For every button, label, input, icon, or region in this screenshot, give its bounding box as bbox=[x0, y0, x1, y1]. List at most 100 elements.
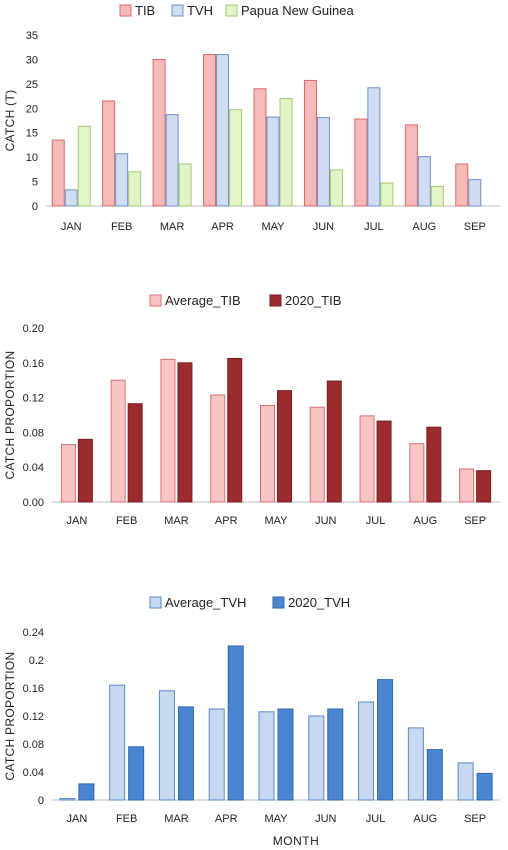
bar-tvh-jul bbox=[367, 87, 381, 207]
x-axis-label: MONTH bbox=[273, 834, 320, 848]
x-tick-label: SEP bbox=[464, 515, 486, 527]
bar-2020-tvh-feb bbox=[128, 746, 145, 801]
bar-average-tvh-sep bbox=[457, 762, 474, 801]
bar-average-tib-jul bbox=[359, 415, 375, 503]
bar-papua-new-guinea-feb bbox=[128, 171, 142, 207]
bar-tib-apr bbox=[203, 54, 217, 207]
bar-average-tvh-may bbox=[258, 711, 275, 801]
bar-papua-new-guinea-aug bbox=[430, 185, 444, 207]
bar-tib-aug bbox=[404, 124, 418, 207]
legend-label: Average_TVH bbox=[165, 595, 246, 610]
bar-average-tvh-aug bbox=[407, 727, 424, 801]
bar-papua-new-guinea-jul bbox=[380, 182, 394, 207]
legend-label: Papua New Guinea bbox=[241, 3, 355, 18]
bar-2020-tvh-may bbox=[277, 708, 294, 801]
bar-papua-new-guinea-jun bbox=[329, 169, 343, 207]
x-tick-label: APR bbox=[211, 221, 234, 233]
x-tick-label: JUN bbox=[315, 515, 336, 527]
bar-papua-new-guinea-jan bbox=[77, 125, 91, 207]
legend-swatch bbox=[225, 4, 238, 17]
bar-2020-tib-sep bbox=[476, 470, 492, 503]
chart-1: 0 5 10 15 20 25 30 35 JAN FEB MAR APR MAY JUN JUL AUG SE… bbox=[3, 3, 500, 233]
bar-papua-new-guinea-mar bbox=[178, 163, 192, 207]
x-tick-label: SEP bbox=[464, 813, 486, 825]
legend-swatch bbox=[272, 596, 285, 609]
bar-tib-jul bbox=[354, 118, 368, 207]
y-tick-label: 0.16 bbox=[23, 683, 44, 695]
bar-2020-tvh-sep bbox=[476, 772, 493, 801]
legend-swatch bbox=[119, 4, 132, 17]
bar-tib-jun bbox=[303, 79, 317, 207]
x-tick-label: AUG bbox=[413, 813, 437, 825]
x-tick-label: APR bbox=[215, 813, 238, 825]
bar-average-tib-may bbox=[260, 404, 275, 503]
x-tick-label: MAR bbox=[164, 515, 189, 527]
bar-2020-tvh-mar bbox=[177, 706, 194, 801]
y-tick-label: 0.04 bbox=[23, 462, 44, 474]
bar-average-tib-apr bbox=[210, 394, 226, 503]
bar-tvh-feb bbox=[115, 153, 129, 207]
bar-2020-tvh-jul bbox=[377, 679, 394, 801]
x-tick-label: MAR bbox=[160, 221, 185, 233]
chart-2: 0.00 0.04 0.08 0.12 0.16 0.20 JAN FEB MAR APR MAY J… bbox=[3, 293, 500, 527]
bar-2020-tib-aug bbox=[426, 426, 442, 503]
y-tick-label: 15 bbox=[26, 128, 38, 140]
x-tick-label: JAN bbox=[66, 515, 87, 527]
bar-tvh-sep bbox=[468, 179, 482, 207]
bar-tib-mar bbox=[152, 58, 166, 207]
x-tick-label: MAR bbox=[164, 813, 189, 825]
bar-2020-tib-jun bbox=[326, 380, 342, 503]
bar-tib-feb bbox=[102, 100, 116, 207]
bar-2020-tib-mar bbox=[177, 362, 193, 503]
x-tick-label: JUN bbox=[313, 221, 334, 233]
x-tick-label: FEB bbox=[116, 813, 137, 825]
y-tick-label: 20 bbox=[26, 103, 38, 115]
bar-2020-tvh-jun bbox=[327, 708, 344, 801]
x-tick-label: FEB bbox=[111, 221, 132, 233]
bar-2020-tib-may bbox=[277, 390, 292, 503]
legend-label: Average_TIB bbox=[165, 293, 241, 308]
y-axis-label: CATCH PROPORTION bbox=[3, 651, 17, 780]
bar-average-tvh-feb bbox=[109, 684, 126, 801]
x-tick-label: AUG bbox=[412, 221, 436, 233]
x-tick-label: JUL bbox=[364, 221, 384, 233]
x-tick-label: JUL bbox=[366, 813, 386, 825]
y-tick-label: 30 bbox=[26, 54, 38, 66]
x-tick-label: JUL bbox=[366, 515, 386, 527]
bar-2020-tvh-aug bbox=[426, 749, 443, 801]
bar-average-tvh-mar bbox=[158, 690, 175, 801]
y-tick-label: 0.08 bbox=[23, 427, 44, 439]
legend-label: TIB bbox=[135, 3, 155, 18]
bar-tib-jan bbox=[51, 139, 65, 207]
bar-average-tvh-jun bbox=[308, 715, 325, 801]
x-tick-label: JAN bbox=[61, 221, 82, 233]
legend-swatch bbox=[149, 596, 162, 609]
y-tick-label: 0.12 bbox=[23, 711, 44, 723]
y-tick-label: 0.2 bbox=[29, 655, 44, 667]
bar-tvh-mar bbox=[165, 114, 179, 207]
bar-average-tvh-apr bbox=[208, 708, 225, 801]
bar-tvh-aug bbox=[417, 156, 431, 207]
legend-swatch bbox=[269, 294, 282, 307]
x-tick-label: MAY bbox=[261, 221, 285, 233]
bar-average-tib-jan bbox=[60, 444, 76, 503]
bar-average-tib-feb bbox=[110, 379, 126, 503]
x-tick-label: MAY bbox=[264, 515, 288, 527]
legend-label: 2020_TIB bbox=[285, 293, 341, 308]
x-tick-label: JAN bbox=[66, 813, 87, 825]
x-tick-label: FEB bbox=[116, 515, 137, 527]
bar-tvh-jun bbox=[316, 117, 330, 207]
legend-label: TVH bbox=[187, 3, 213, 18]
x-tick-label: SEP bbox=[464, 221, 486, 233]
bar-tib-may bbox=[253, 88, 267, 207]
x-tick-label: JUN bbox=[315, 813, 336, 825]
bar-tvh-jan bbox=[64, 189, 78, 207]
bar-average-tib-sep bbox=[459, 468, 475, 503]
y-tick-label: 0.08 bbox=[23, 739, 44, 751]
legend-swatch bbox=[149, 294, 162, 307]
x-tick-label: AUG bbox=[413, 515, 437, 527]
legend-swatch bbox=[171, 4, 184, 17]
bar-2020-tvh-jan bbox=[78, 783, 95, 801]
bar-average-tib-mar bbox=[160, 358, 176, 503]
y-tick-label: 10 bbox=[26, 152, 38, 164]
